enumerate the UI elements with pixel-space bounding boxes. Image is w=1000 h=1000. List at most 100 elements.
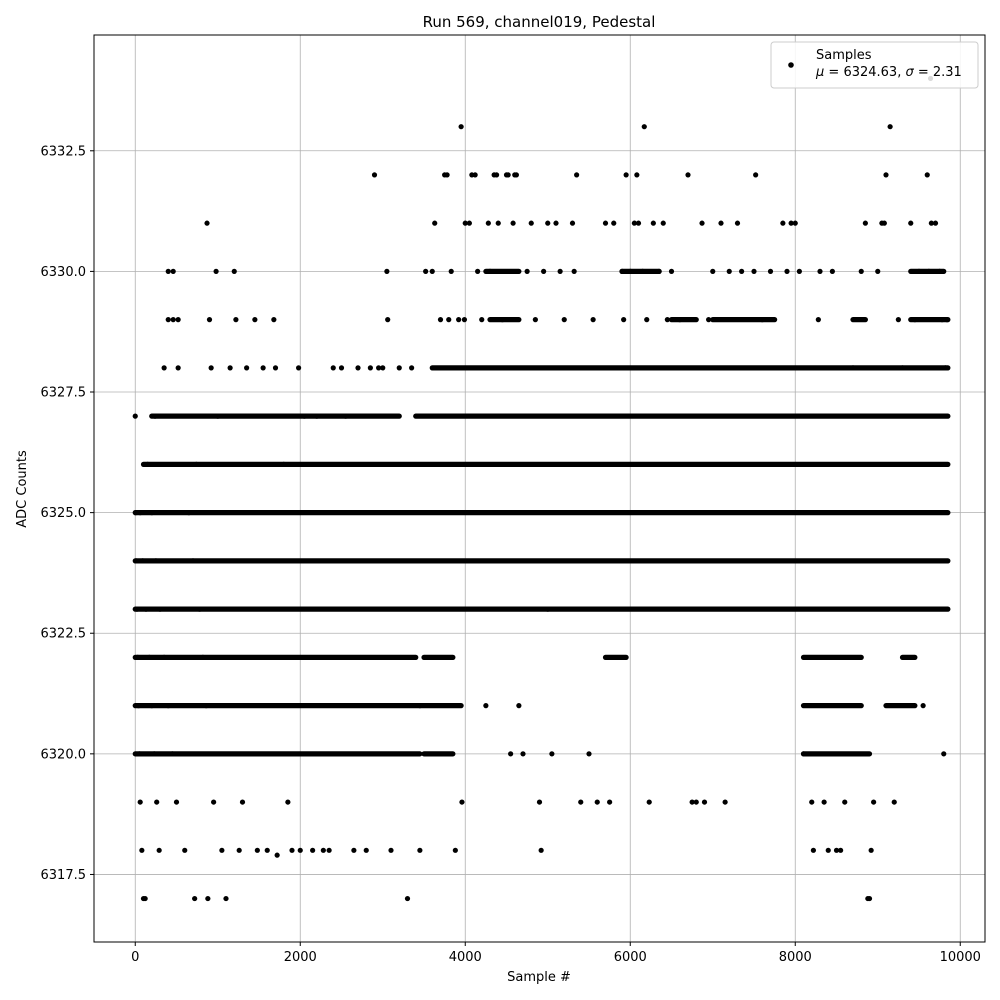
data-point <box>423 268 429 274</box>
data-point <box>883 172 889 178</box>
data-point <box>788 220 794 226</box>
x-axis-ticks: 0 2000 4000 6000 8000 10000 <box>131 942 981 965</box>
data-point <box>446 317 452 323</box>
legend-label: Samples <box>816 48 872 63</box>
data-point <box>367 365 373 371</box>
data-point <box>152 413 158 419</box>
data-point <box>213 268 219 274</box>
data-point <box>881 220 887 226</box>
plot-frame <box>93 34 986 943</box>
data-point <box>197 606 203 612</box>
data-point <box>314 413 320 419</box>
data-point <box>751 268 757 274</box>
data-point <box>384 268 390 274</box>
data-point <box>858 268 864 274</box>
data-point <box>175 317 181 323</box>
data-point <box>871 799 877 805</box>
data-point <box>817 268 823 274</box>
data-point <box>231 268 237 274</box>
data-point <box>607 799 613 805</box>
data-point <box>363 847 369 853</box>
y-tick-label: 6332.5 <box>41 144 87 159</box>
data-point <box>244 365 250 371</box>
data-point <box>135 654 141 660</box>
data-point <box>753 172 759 178</box>
data-point <box>887 124 893 130</box>
data-point <box>944 317 950 323</box>
data-point <box>193 461 199 467</box>
data-point <box>623 172 629 178</box>
data-point <box>205 895 211 902</box>
data-point <box>475 268 481 274</box>
data-point <box>285 799 291 805</box>
data-point <box>549 751 555 757</box>
data-point <box>784 268 790 274</box>
data-point <box>388 847 394 853</box>
data-point <box>780 220 786 226</box>
data-point <box>190 558 196 564</box>
data-point <box>574 172 580 178</box>
data-point <box>483 703 489 709</box>
data-point <box>538 847 544 853</box>
data-point <box>326 847 332 853</box>
data-point <box>156 847 162 853</box>
x-axis-label: Sample # <box>507 970 571 985</box>
data-point <box>134 606 140 612</box>
data-point <box>621 317 627 323</box>
data-point <box>516 703 522 709</box>
data-point <box>939 317 945 323</box>
data-point <box>157 606 163 612</box>
data-point <box>458 124 464 130</box>
data-point <box>161 365 167 371</box>
data-point <box>891 799 897 805</box>
data-point <box>252 317 258 323</box>
legend-stats: μ = 6324.63, σ = 2.31 <box>815 65 962 80</box>
data-point <box>594 799 600 805</box>
data-point <box>165 268 171 274</box>
data-point <box>146 654 152 660</box>
data-point <box>320 847 326 853</box>
chart-title: Run 569, channel019, Pedestal <box>423 13 656 31</box>
data-point <box>219 847 225 853</box>
data-point <box>590 317 596 323</box>
data-point <box>149 510 155 516</box>
data-point <box>206 317 213 323</box>
data-point <box>928 220 934 226</box>
data-point <box>296 365 302 371</box>
data-point <box>200 654 206 660</box>
data-point <box>330 365 336 371</box>
data-point <box>532 317 538 323</box>
data-point <box>569 220 576 226</box>
legend-marker <box>788 62 794 68</box>
data-point <box>485 220 491 226</box>
y-tick-label: 6330.0 <box>41 265 87 280</box>
data-point <box>578 799 584 805</box>
data-point <box>215 413 221 419</box>
y-axis-label: ADC Counts <box>15 450 30 528</box>
data-point <box>429 268 435 274</box>
data-point <box>656 268 662 274</box>
data-point <box>842 799 848 805</box>
data-point <box>170 268 176 274</box>
data-point <box>677 317 683 323</box>
data-point <box>236 847 242 853</box>
data-point <box>916 268 922 274</box>
data-point <box>456 317 462 323</box>
data-point <box>524 268 530 274</box>
data-point <box>459 799 465 805</box>
data-point <box>685 172 691 178</box>
data-point <box>710 268 716 274</box>
data-point <box>170 317 176 323</box>
data-point <box>668 268 675 274</box>
data-point <box>627 268 633 274</box>
x-tick-label: 2000 <box>284 950 317 965</box>
data-point <box>912 317 918 323</box>
data-point <box>899 365 906 371</box>
data-point <box>809 799 815 805</box>
data-point <box>664 317 670 323</box>
data-point <box>444 172 450 178</box>
data-point <box>149 703 155 709</box>
data-point <box>192 895 198 902</box>
data-point <box>154 799 160 805</box>
